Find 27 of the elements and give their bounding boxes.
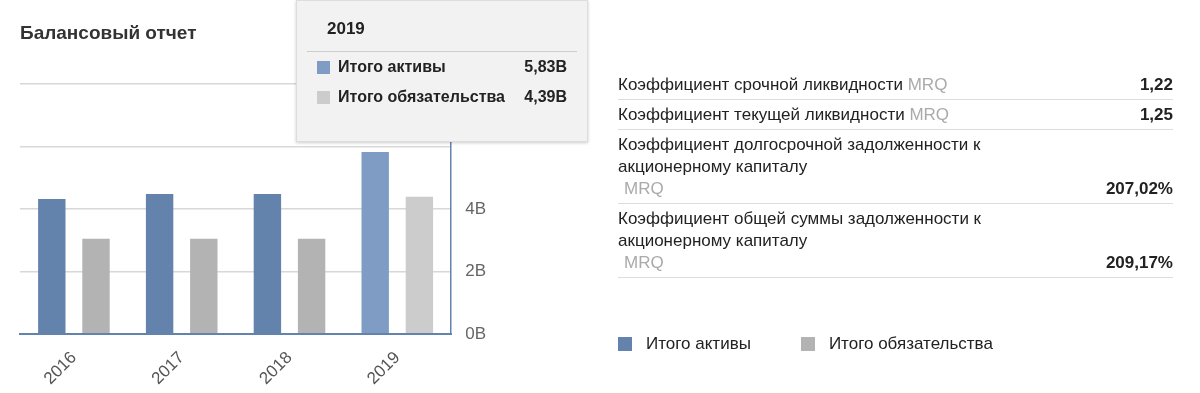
text: 207,02% — [1105, 179, 1173, 198]
y-tick-label: 2B — [465, 261, 486, 281]
text: 209,17% — [1105, 253, 1173, 272]
bar — [297, 238, 326, 334]
chart-title: Балансовый отчет — [20, 22, 197, 44]
text: Итого обязательства — [828, 334, 993, 353]
bar — [361, 151, 389, 334]
y-tick-label: 0B — [465, 323, 486, 343]
text: 2019 — [307, 1, 577, 52]
category-label: Коэффициент общей суммы задолженности к акционерному капиталу — [618, 209, 982, 250]
text: 1,25 — [1139, 105, 1173, 124]
legend-label: Итого активы — [338, 58, 447, 76]
y-tick-label: 4B — [465, 198, 486, 218]
text: 1,22 — [1139, 75, 1173, 94]
text: MRQ — [906, 75, 948, 94]
category-label: Коэффициент срочной ликвидности — [618, 75, 903, 94]
text: MRQ — [623, 178, 665, 200]
bar — [190, 238, 218, 334]
text: MRQ — [623, 252, 665, 274]
text: MRQ — [908, 105, 950, 124]
legend-label: Итого обязательства — [338, 88, 506, 106]
text: 5,83B — [524, 58, 567, 76]
category-label: Коэффициент долгосрочной задолженности к акционерному капиталу — [618, 135, 981, 176]
text: 4,39B — [524, 88, 567, 106]
bar — [82, 238, 110, 334]
text: Итого активы — [646, 334, 751, 353]
category-label: Коэффициент текущей ликвидности — [618, 105, 905, 124]
